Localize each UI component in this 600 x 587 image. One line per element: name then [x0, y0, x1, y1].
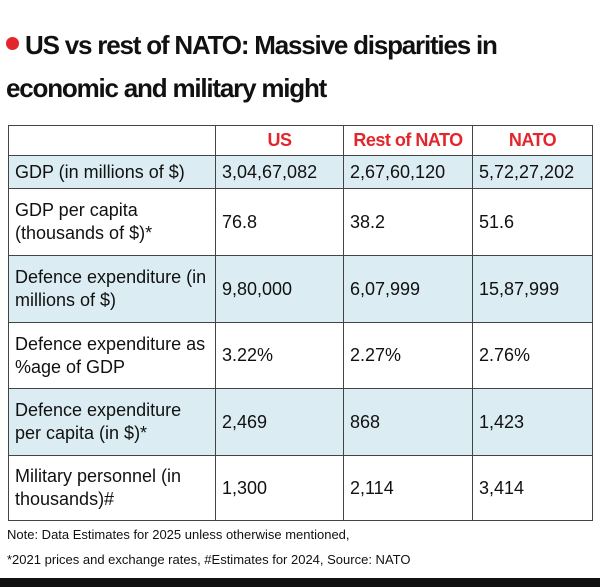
cell: 2.76%: [472, 322, 593, 389]
title-block: US vs rest of NATO: Massive disparities …: [6, 24, 596, 110]
column-header: Rest of NATO: [343, 125, 473, 156]
cell: 3.22%: [215, 322, 344, 389]
table-row: Defence expenditure per capita (in $)* 2,…: [8, 388, 593, 456]
column-header: [8, 125, 216, 156]
cell: 2,67,60,120: [343, 155, 473, 189]
cell: 76.8: [215, 188, 344, 256]
row-label: Defence expenditure as %age of GDP: [8, 322, 216, 389]
table-row: Defence expenditure (in millions of $) 9,…: [8, 255, 593, 323]
cell: 2.27%: [343, 322, 473, 389]
cell: 868: [343, 388, 473, 456]
cell: 1,300: [215, 455, 344, 521]
table-row: GDP (in millions of $) 3,04,67,082 2,67,60…: [8, 155, 593, 189]
cell: 38.2: [343, 188, 473, 256]
row-label: Defence expenditure (in millions of $): [8, 255, 216, 323]
note-line: Note: Data Estimates for 2025 unless oth…: [7, 527, 350, 542]
cell: 3,04,67,082: [215, 155, 344, 189]
note-line: *2021 prices and exchange rates, #Estima…: [7, 552, 411, 567]
title: US vs rest of NATO: Massive disparities …: [6, 30, 498, 103]
cell: 6,07,999: [343, 255, 473, 323]
bullet: [6, 37, 19, 50]
notes: Note: Data Estimates for 2025 unless oth…: [7, 522, 410, 572]
column-header: NATO: [472, 125, 593, 156]
cell: 15,87,999: [472, 255, 593, 323]
header-row: US Rest of NATO NATO: [8, 125, 593, 156]
row-label: Military personnel (in thousands)#: [8, 455, 216, 521]
cell: 51.6: [472, 188, 593, 256]
data-table: US Rest of NATO NATO GDP (in millions of $…: [8, 125, 593, 521]
row-label: GDP (in millions of $): [8, 155, 216, 189]
cell: 2,114: [343, 455, 473, 521]
table-row: Defence expenditure as %age of GDP 3.22% 2…: [8, 322, 593, 389]
cell: 1,423: [472, 388, 593, 456]
column-header: US: [215, 125, 344, 156]
cell: 5,72,27,202: [472, 155, 593, 189]
table-row: Military personnel (in thousands)# 1,300 2…: [8, 455, 593, 521]
cell: 9,80,000: [215, 255, 344, 323]
table-row: GDP per capita (thousands of $)* 76.8 38.2…: [8, 188, 593, 256]
table-body: GDP (in millions of $) 3,04,67,082 2,67,60…: [8, 155, 593, 521]
footer-bar: [0, 578, 600, 587]
row-label: Defence expenditure per capita (in $)*: [8, 388, 216, 456]
cell: 2,469: [215, 388, 344, 456]
cell: 3,414: [472, 455, 593, 521]
row-label: GDP per capita (thousands of $)*: [8, 188, 216, 256]
